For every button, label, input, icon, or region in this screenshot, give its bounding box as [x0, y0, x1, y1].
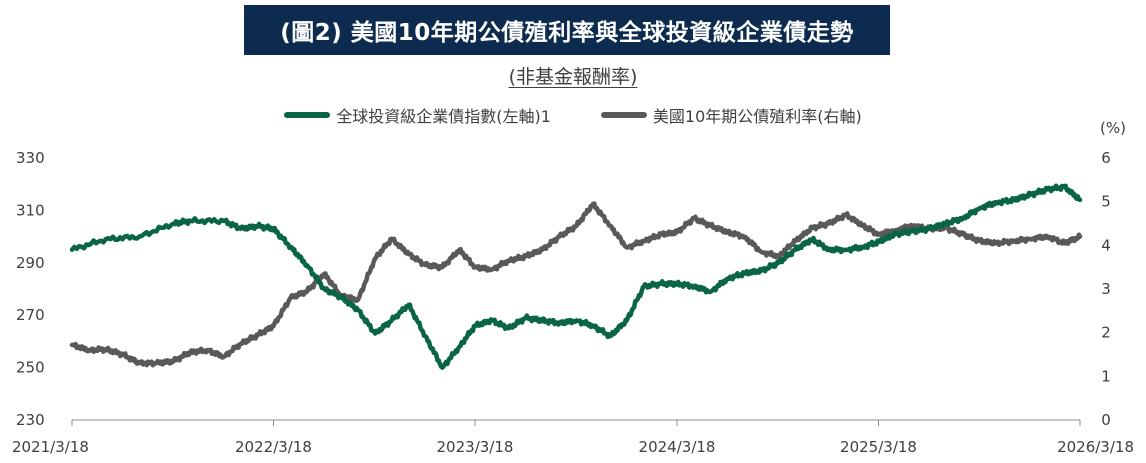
- y-right-tick-label: 0: [1101, 411, 1111, 429]
- y-left-tick-label: 330: [16, 149, 45, 167]
- x-tick-label: 2026/3/18: [1057, 438, 1134, 456]
- x-tick-label: 2022/3/18: [235, 438, 312, 456]
- y-left-tick-label: 290: [16, 254, 45, 272]
- legend-label-corporate-bond: 全球投資級企業債指數(左軸)1: [336, 107, 551, 126]
- legend-item-treasury-yield: 美國10年期公債殖利率(右軸): [600, 103, 862, 127]
- legend-swatch-corporate-bond: [284, 112, 331, 118]
- legend-swatch-treasury-yield: [600, 112, 647, 118]
- x-tick-label: 2023/3/18: [437, 438, 514, 456]
- x-tick-label: 2025/3/18: [840, 438, 917, 456]
- chart-title: (圖2) 美國10年期公債殖利率與全球投資級企業債走勢: [244, 5, 890, 55]
- y-left-tick-label: 250: [16, 359, 45, 377]
- y-right-tick-label: 2: [1101, 324, 1111, 342]
- chart-tick-labels: 2021/3/18 2022/3/18 2023/3/18 2024/3/18 2025…: [12, 119, 1134, 456]
- y-left-tick-label: 310: [16, 201, 45, 219]
- y-left-tick-label: 270: [16, 306, 45, 324]
- legend-item-corporate-bond: 全球投資級企業債指數(左軸)1: [284, 103, 551, 127]
- y-left-tick-label: 230: [16, 411, 45, 429]
- x-tick-label: 2021/3/18: [12, 438, 89, 456]
- y-right-tick-label: 1: [1101, 367, 1111, 385]
- series-line-treasury-yield: [69, 201, 1083, 368]
- y-right-tick-label: 3: [1101, 280, 1111, 298]
- y-right-tick-label: 4: [1101, 236, 1111, 254]
- chart-series: [69, 183, 1083, 370]
- series-line-corporate-bond: [69, 183, 1083, 370]
- x-tick-label: 2024/3/18: [639, 438, 716, 456]
- y-right-unit-label: (%): [1100, 119, 1126, 137]
- y-right-tick-label: 5: [1101, 193, 1111, 211]
- chart-subtitle: (非基金報酬率): [508, 66, 638, 88]
- chart-legend: 全球投資級企業債指數(左軸)1 美國10年期公債殖利率(右軸): [0, 103, 1146, 127]
- chart-axes: [71, 419, 1081, 426]
- legend-label-treasury-yield: 美國10年期公債殖利率(右軸): [652, 107, 862, 126]
- y-right-tick-label: 6: [1101, 149, 1111, 167]
